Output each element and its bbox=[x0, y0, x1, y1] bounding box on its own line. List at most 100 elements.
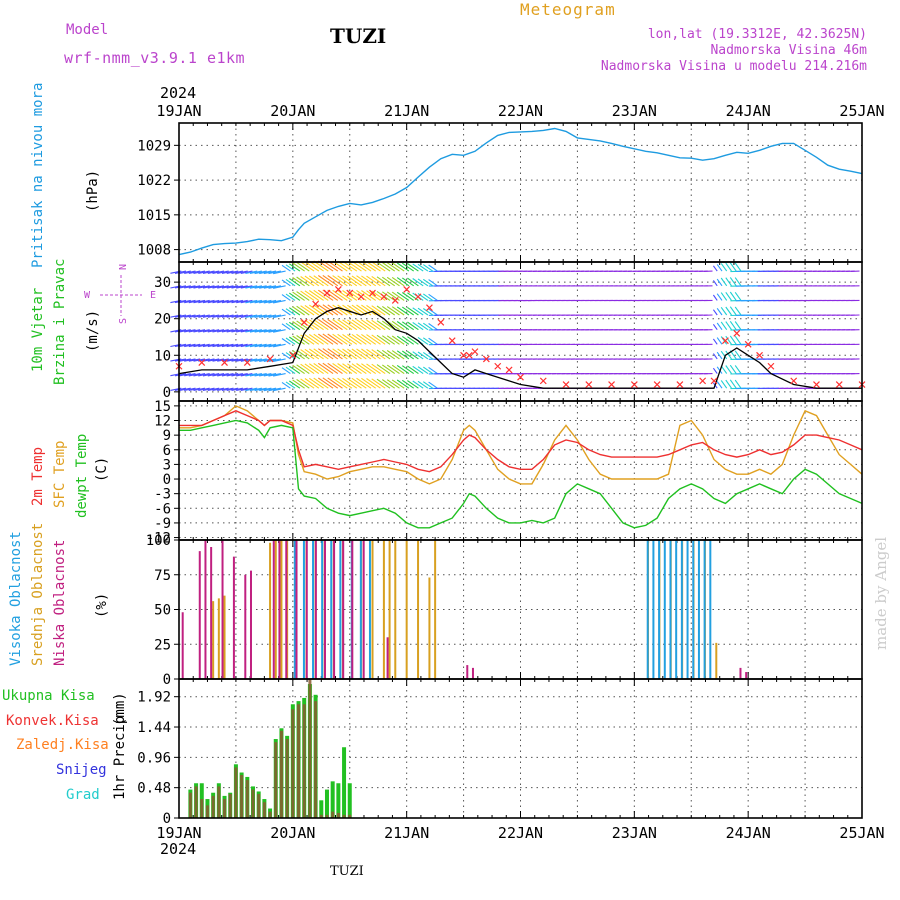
wind-gust-mark bbox=[710, 377, 718, 385]
wind-gust-mark bbox=[448, 337, 456, 345]
wind-barb bbox=[254, 299, 267, 304]
wind-barb bbox=[179, 329, 191, 333]
wind-barb bbox=[296, 276, 310, 287]
wind-barb bbox=[401, 379, 415, 389]
conv-precip-bar bbox=[325, 814, 329, 818]
precip-legend-item: Snijeg bbox=[56, 762, 107, 778]
wind-barb bbox=[342, 319, 358, 331]
y-tick-label: 0 bbox=[163, 811, 171, 827]
wind-gust-mark bbox=[756, 351, 763, 359]
wind-barb bbox=[245, 343, 258, 348]
wind-barb bbox=[422, 264, 434, 272]
wind-barb bbox=[351, 348, 367, 360]
wind-barb bbox=[184, 270, 196, 274]
wind-barb bbox=[245, 329, 258, 333]
wind-barb bbox=[263, 299, 277, 304]
wind-barb bbox=[417, 278, 429, 287]
pressure-unit: (hPa) bbox=[85, 170, 101, 212]
wind-barb bbox=[417, 366, 429, 375]
wind-barb bbox=[281, 308, 291, 316]
wind-barb bbox=[281, 352, 291, 360]
wind-barb bbox=[356, 304, 372, 316]
wind-barb bbox=[259, 299, 272, 304]
wind-barb bbox=[712, 294, 718, 301]
wind-barb bbox=[221, 270, 234, 274]
wind-barb bbox=[371, 319, 386, 331]
wind-barb bbox=[361, 348, 377, 360]
wind-barb bbox=[342, 290, 358, 301]
wind-barb bbox=[428, 381, 438, 389]
wind-barb bbox=[212, 358, 225, 362]
wind-barb bbox=[236, 358, 248, 362]
bottom-time-axis: 19JAN 20JAN 21JAN 22JAN 23JAN 24JAN 25JAN bbox=[156, 824, 884, 842]
wind-gust-mark bbox=[653, 381, 661, 388]
wind-barb bbox=[351, 319, 367, 331]
wind-barb bbox=[288, 365, 301, 375]
y-tick-label: 6 bbox=[163, 443, 171, 459]
wind-barb bbox=[366, 363, 381, 375]
wind-barb bbox=[281, 367, 291, 375]
wind-barb bbox=[281, 264, 291, 272]
wind-barb bbox=[386, 262, 400, 272]
wind-barb bbox=[417, 380, 429, 389]
lonlat-text: lon,lat (19.3312E, 42.3625N) bbox=[648, 27, 867, 42]
wind-barb bbox=[361, 290, 377, 301]
total-precip-bar bbox=[347, 783, 352, 818]
precip-legend-item: Grad bbox=[66, 787, 100, 803]
y-tick-label: 30 bbox=[154, 275, 171, 291]
total-precip-bar bbox=[319, 800, 324, 818]
conv-precip-bar bbox=[348, 814, 352, 818]
year-bottom: 2024 bbox=[160, 840, 196, 858]
wind-barb bbox=[184, 299, 196, 304]
wind-barb bbox=[296, 320, 310, 331]
model-label: Model bbox=[66, 22, 108, 38]
wind-barb bbox=[202, 285, 215, 289]
wind-barb bbox=[207, 343, 220, 348]
wind-barb bbox=[231, 343, 244, 348]
wind-barb bbox=[236, 343, 248, 348]
y-tick-label: 1008 bbox=[137, 243, 171, 259]
wind-barb bbox=[226, 314, 239, 318]
wind-barb bbox=[231, 285, 244, 289]
compass-rose: N E S W bbox=[84, 264, 156, 324]
compass-e: E bbox=[150, 290, 156, 301]
wind-barb bbox=[184, 373, 196, 377]
wind-gust-mark bbox=[699, 377, 707, 385]
wind-barb bbox=[221, 314, 234, 318]
wind-gust-mark bbox=[608, 381, 615, 388]
conv-precip-bar bbox=[251, 789, 255, 818]
bottom-date-label: 22JAN bbox=[498, 824, 543, 842]
wind-barb bbox=[198, 329, 210, 333]
wind-barb bbox=[712, 367, 718, 374]
wind-barb bbox=[254, 373, 267, 377]
wind-barb bbox=[188, 373, 201, 377]
wind-barb bbox=[202, 358, 215, 362]
y-tick-label: 3 bbox=[163, 457, 171, 473]
wind-barb bbox=[193, 329, 206, 333]
wind-barb bbox=[288, 307, 301, 316]
wind-barb bbox=[734, 335, 742, 345]
wind-barb bbox=[396, 379, 410, 389]
wind-barb bbox=[313, 377, 329, 389]
wind-barb bbox=[322, 377, 339, 389]
wind-barb bbox=[254, 358, 267, 362]
wind-barb bbox=[292, 306, 305, 316]
wind-barb bbox=[313, 362, 329, 375]
wind-barb bbox=[281, 279, 291, 287]
wind-barb bbox=[245, 299, 258, 304]
y-tick-label: 0 bbox=[163, 672, 171, 688]
wind-barb bbox=[347, 304, 362, 316]
total-precip-bar bbox=[330, 781, 335, 818]
wind-barb bbox=[332, 348, 348, 360]
wind-barb bbox=[212, 343, 225, 348]
y-tick-label: -9 bbox=[154, 516, 171, 532]
wind-barb bbox=[716, 307, 723, 316]
wind-barb bbox=[720, 306, 728, 316]
wind-barb bbox=[725, 321, 732, 331]
wind-barb bbox=[236, 387, 248, 392]
wind-barb bbox=[308, 290, 324, 301]
wind-barb bbox=[725, 306, 732, 316]
wind-barb bbox=[300, 378, 315, 389]
wind-barb bbox=[412, 278, 424, 287]
wind-barb bbox=[332, 362, 348, 375]
